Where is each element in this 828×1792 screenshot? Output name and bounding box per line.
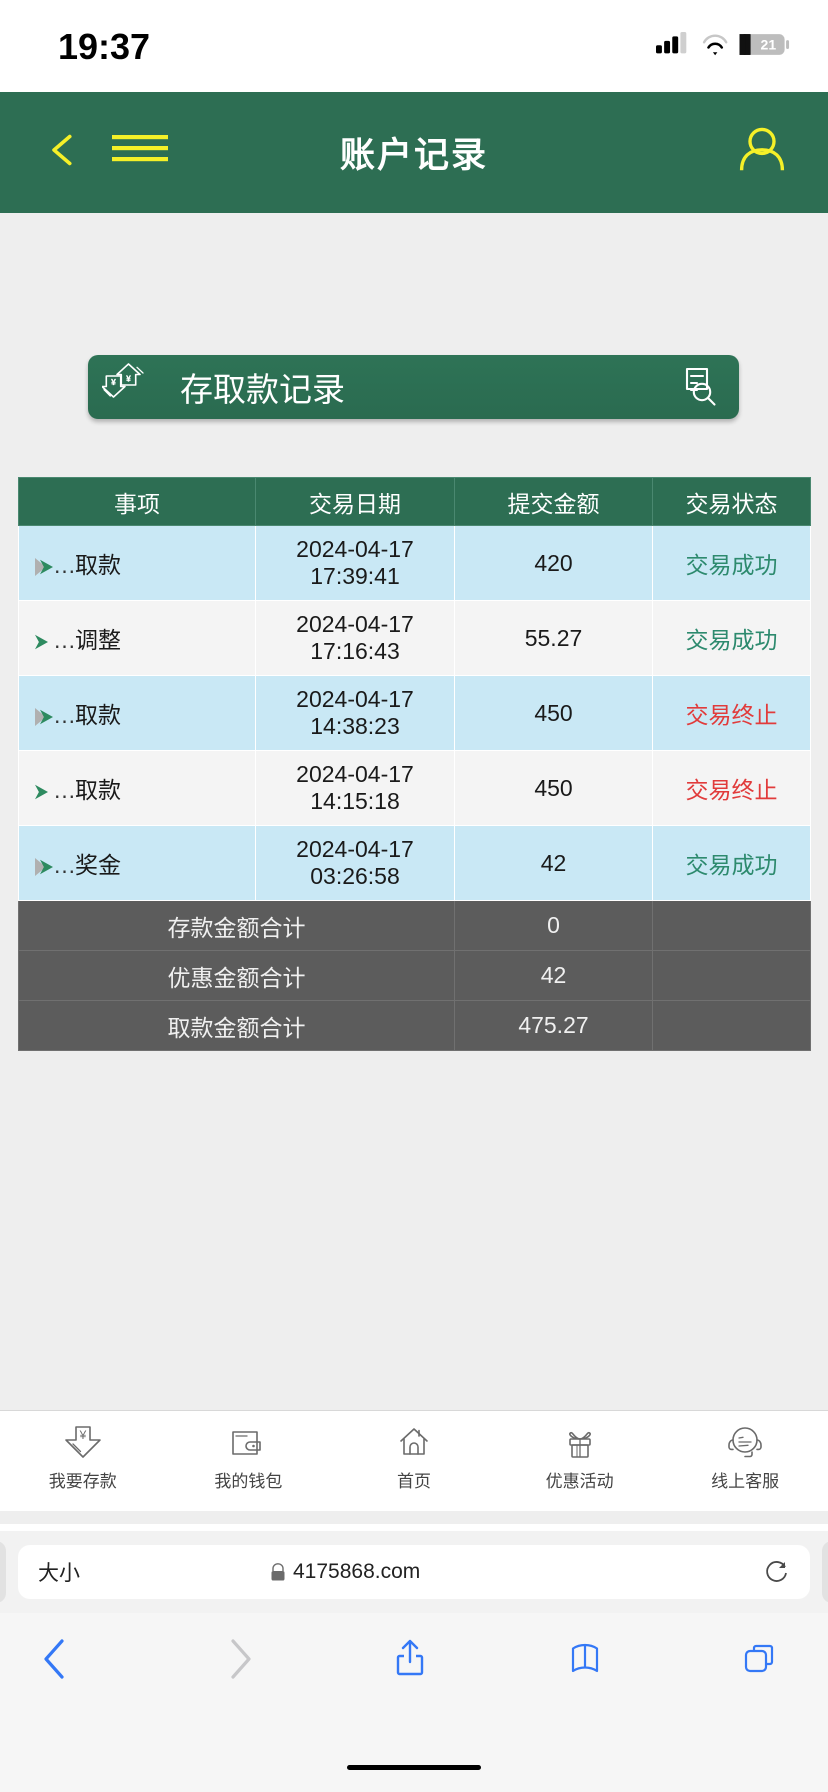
svg-text:¥: ¥	[126, 374, 131, 384]
svg-text:21: 21	[761, 37, 777, 53]
svg-text:¥: ¥	[111, 377, 116, 387]
svg-text:¥: ¥	[78, 1428, 86, 1442]
